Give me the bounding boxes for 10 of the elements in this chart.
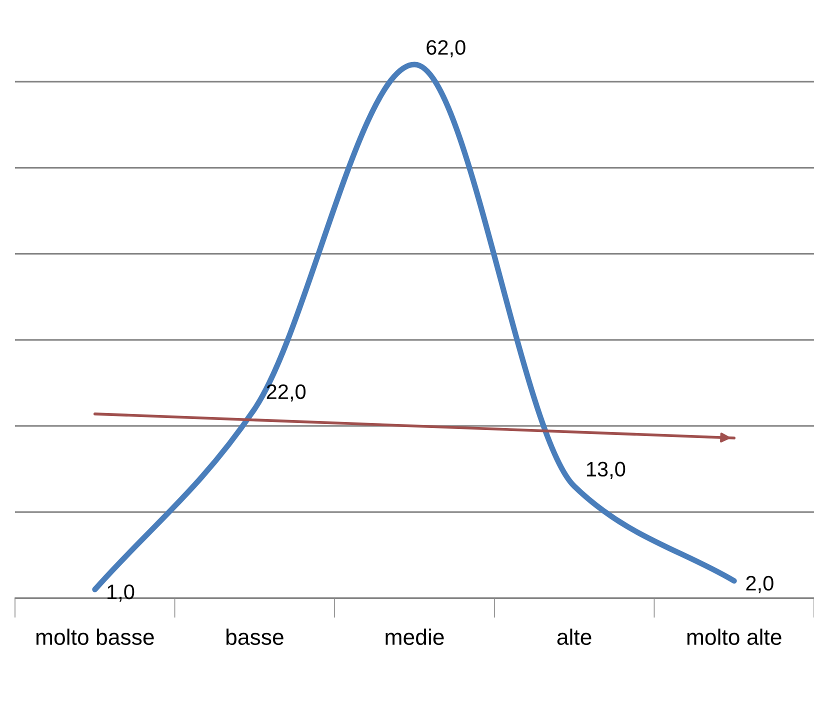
data-label: 2,0 xyxy=(746,576,774,594)
x-tick-label: alte xyxy=(557,628,592,645)
data-label: 13,0 xyxy=(587,462,626,480)
x-tick-label: basse xyxy=(226,628,284,645)
x-tick-label: medie xyxy=(386,628,444,645)
data-label: 22,0 xyxy=(266,384,306,402)
data-label: 1,0 xyxy=(108,584,134,602)
x-tick-label: molto basse xyxy=(36,628,154,645)
x-tick-label: molto alte xyxy=(687,628,782,645)
data-label: 62,0 xyxy=(426,40,466,58)
